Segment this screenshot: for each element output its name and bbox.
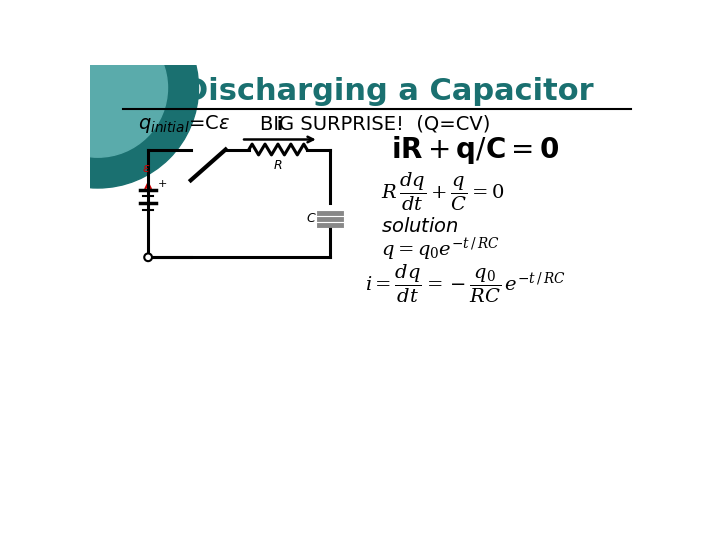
Text: +: + bbox=[158, 179, 168, 189]
Text: Discharging a Capacitor: Discharging a Capacitor bbox=[183, 77, 594, 106]
Text: $R\,\dfrac{dq}{dt}+\dfrac{q}{C}=0$: $R\,\dfrac{dq}{dt}+\dfrac{q}{C}=0$ bbox=[381, 171, 504, 213]
Text: $q_{initial}$=C$\varepsilon$: $q_{initial}$=C$\varepsilon$ bbox=[138, 113, 230, 135]
Text: $q=q_0 e^{-t\,/\,RC}$: $q=q_0 e^{-t\,/\,RC}$ bbox=[381, 236, 499, 263]
Circle shape bbox=[144, 253, 152, 261]
Text: $C$: $C$ bbox=[307, 212, 317, 225]
Text: $\varepsilon$: $\varepsilon$ bbox=[142, 162, 150, 176]
Text: i: i bbox=[276, 116, 283, 134]
Circle shape bbox=[28, 18, 168, 157]
Text: $i=\dfrac{dq}{dt}=-\dfrac{q_0}{RC}\,e^{-t\,/\,RC}$: $i=\dfrac{dq}{dt}=-\dfrac{q_0}{RC}\,e^{-… bbox=[365, 263, 566, 305]
Text: $\mathit{solution}$: $\mathit{solution}$ bbox=[381, 217, 459, 236]
Text: $\mathbf{i}\mathbf{R}+\mathbf{q}/\mathbf{C}=\mathbf{0}$: $\mathbf{i}\mathbf{R}+\mathbf{q}/\mathbf… bbox=[391, 133, 559, 165]
Text: BIG SURPRISE!  (Q=CV): BIG SURPRISE! (Q=CV) bbox=[261, 114, 491, 133]
Text: $R$: $R$ bbox=[273, 159, 282, 172]
Circle shape bbox=[0, 0, 199, 188]
